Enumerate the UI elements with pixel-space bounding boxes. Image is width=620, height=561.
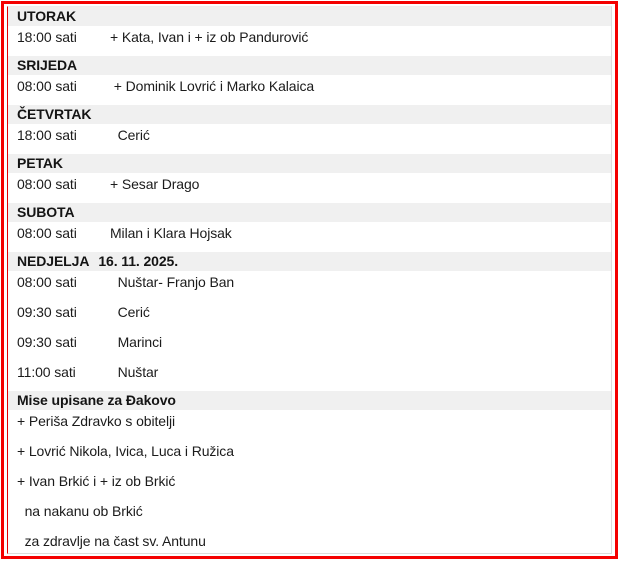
mass-row: 18:00 sati Cerić	[8, 124, 611, 154]
mass-time: 08:00 sati	[17, 78, 77, 94]
mass-time: 08:00 sati	[17, 225, 77, 241]
day-header: ČETVRTAK	[8, 105, 611, 124]
day-label: PETAK	[17, 155, 63, 171]
intention-row: za zdravlje na čast sv. Antunu	[17, 533, 206, 549]
mass-name: Cerić	[110, 127, 150, 143]
mass-name: Marinci	[110, 334, 163, 350]
day-header: NEDJELJA 16. 11. 2025.	[8, 252, 611, 271]
mass-time: 08:00 sati	[17, 176, 77, 192]
mass-name: + Kata, Ivan i + iz ob Pandurović	[110, 29, 309, 45]
mass-row: 11:00 sati Nuštar	[8, 361, 611, 391]
mass-time: 11:00 sati	[17, 364, 76, 380]
mass-row: 08:00 sati Milan i Klara Hojsak	[8, 222, 611, 252]
day-header: SRIJEDA	[8, 56, 611, 75]
day-date: 16. 11. 2025.	[98, 253, 179, 269]
mass-name: Nuštar- Franjo Ban	[110, 274, 235, 290]
mass-time: 09:30 sati	[17, 334, 77, 350]
mass-row: 08:00 sati + Dominik Lovrić i Marko Kala…	[8, 75, 611, 105]
mass-row: 08:00 sati Nuštar- Franjo Ban	[8, 271, 611, 301]
mass-name: Nuštar	[110, 364, 159, 380]
day-label: SRIJEDA	[17, 57, 77, 73]
intention-row: na nakanu ob Brkić	[17, 503, 143, 519]
intentions-header: Mise upisane za Đakovo	[8, 391, 611, 410]
intention-row: + Periša Zdravko s obitelji	[17, 413, 175, 429]
day-header: SUBOTA	[8, 203, 611, 222]
intention-row: + Lovrić Nikola, Ivica, Luca i Ružica	[17, 443, 234, 459]
mass-row: 09:30 sati Cerić	[8, 301, 611, 331]
mass-time: 08:00 sati	[17, 274, 77, 290]
mass-row: 18:00 sati + Kata, Ivan i + iz ob Panduro…	[8, 26, 611, 56]
day-label: SUBOTA	[17, 204, 75, 220]
day-label: ČETVRTAK	[17, 106, 92, 122]
mass-time: 09:30 sati	[17, 304, 77, 320]
mass-name: Cerić	[110, 304, 150, 320]
mass-time: 18:00 sati	[17, 127, 77, 143]
mass-name: + Sesar Drago	[110, 176, 200, 192]
mass-row: 08:00 sati + Sesar Drago	[8, 173, 611, 203]
day-header: UTORAK	[8, 7, 611, 26]
mass-name: Milan i Klara Hojsak	[110, 225, 232, 241]
schedule-table: UTORAK 18:00 sati + Kata, Ivan i + iz ob P…	[7, 6, 612, 554]
day-header: PETAK	[8, 154, 611, 173]
mass-time: 18:00 sati	[17, 29, 77, 45]
day-label: NEDJELJA	[17, 253, 90, 269]
intentions-title: Mise upisane za Đakovo	[17, 392, 176, 408]
mass-row: 09:30 sati Marinci	[8, 331, 611, 361]
intention-row: + Ivan Brkić i + iz ob Brkić	[17, 473, 176, 489]
mass-name: + Dominik Lovrić i Marko Kalaica	[110, 78, 315, 94]
day-label: UTORAK	[17, 8, 77, 24]
